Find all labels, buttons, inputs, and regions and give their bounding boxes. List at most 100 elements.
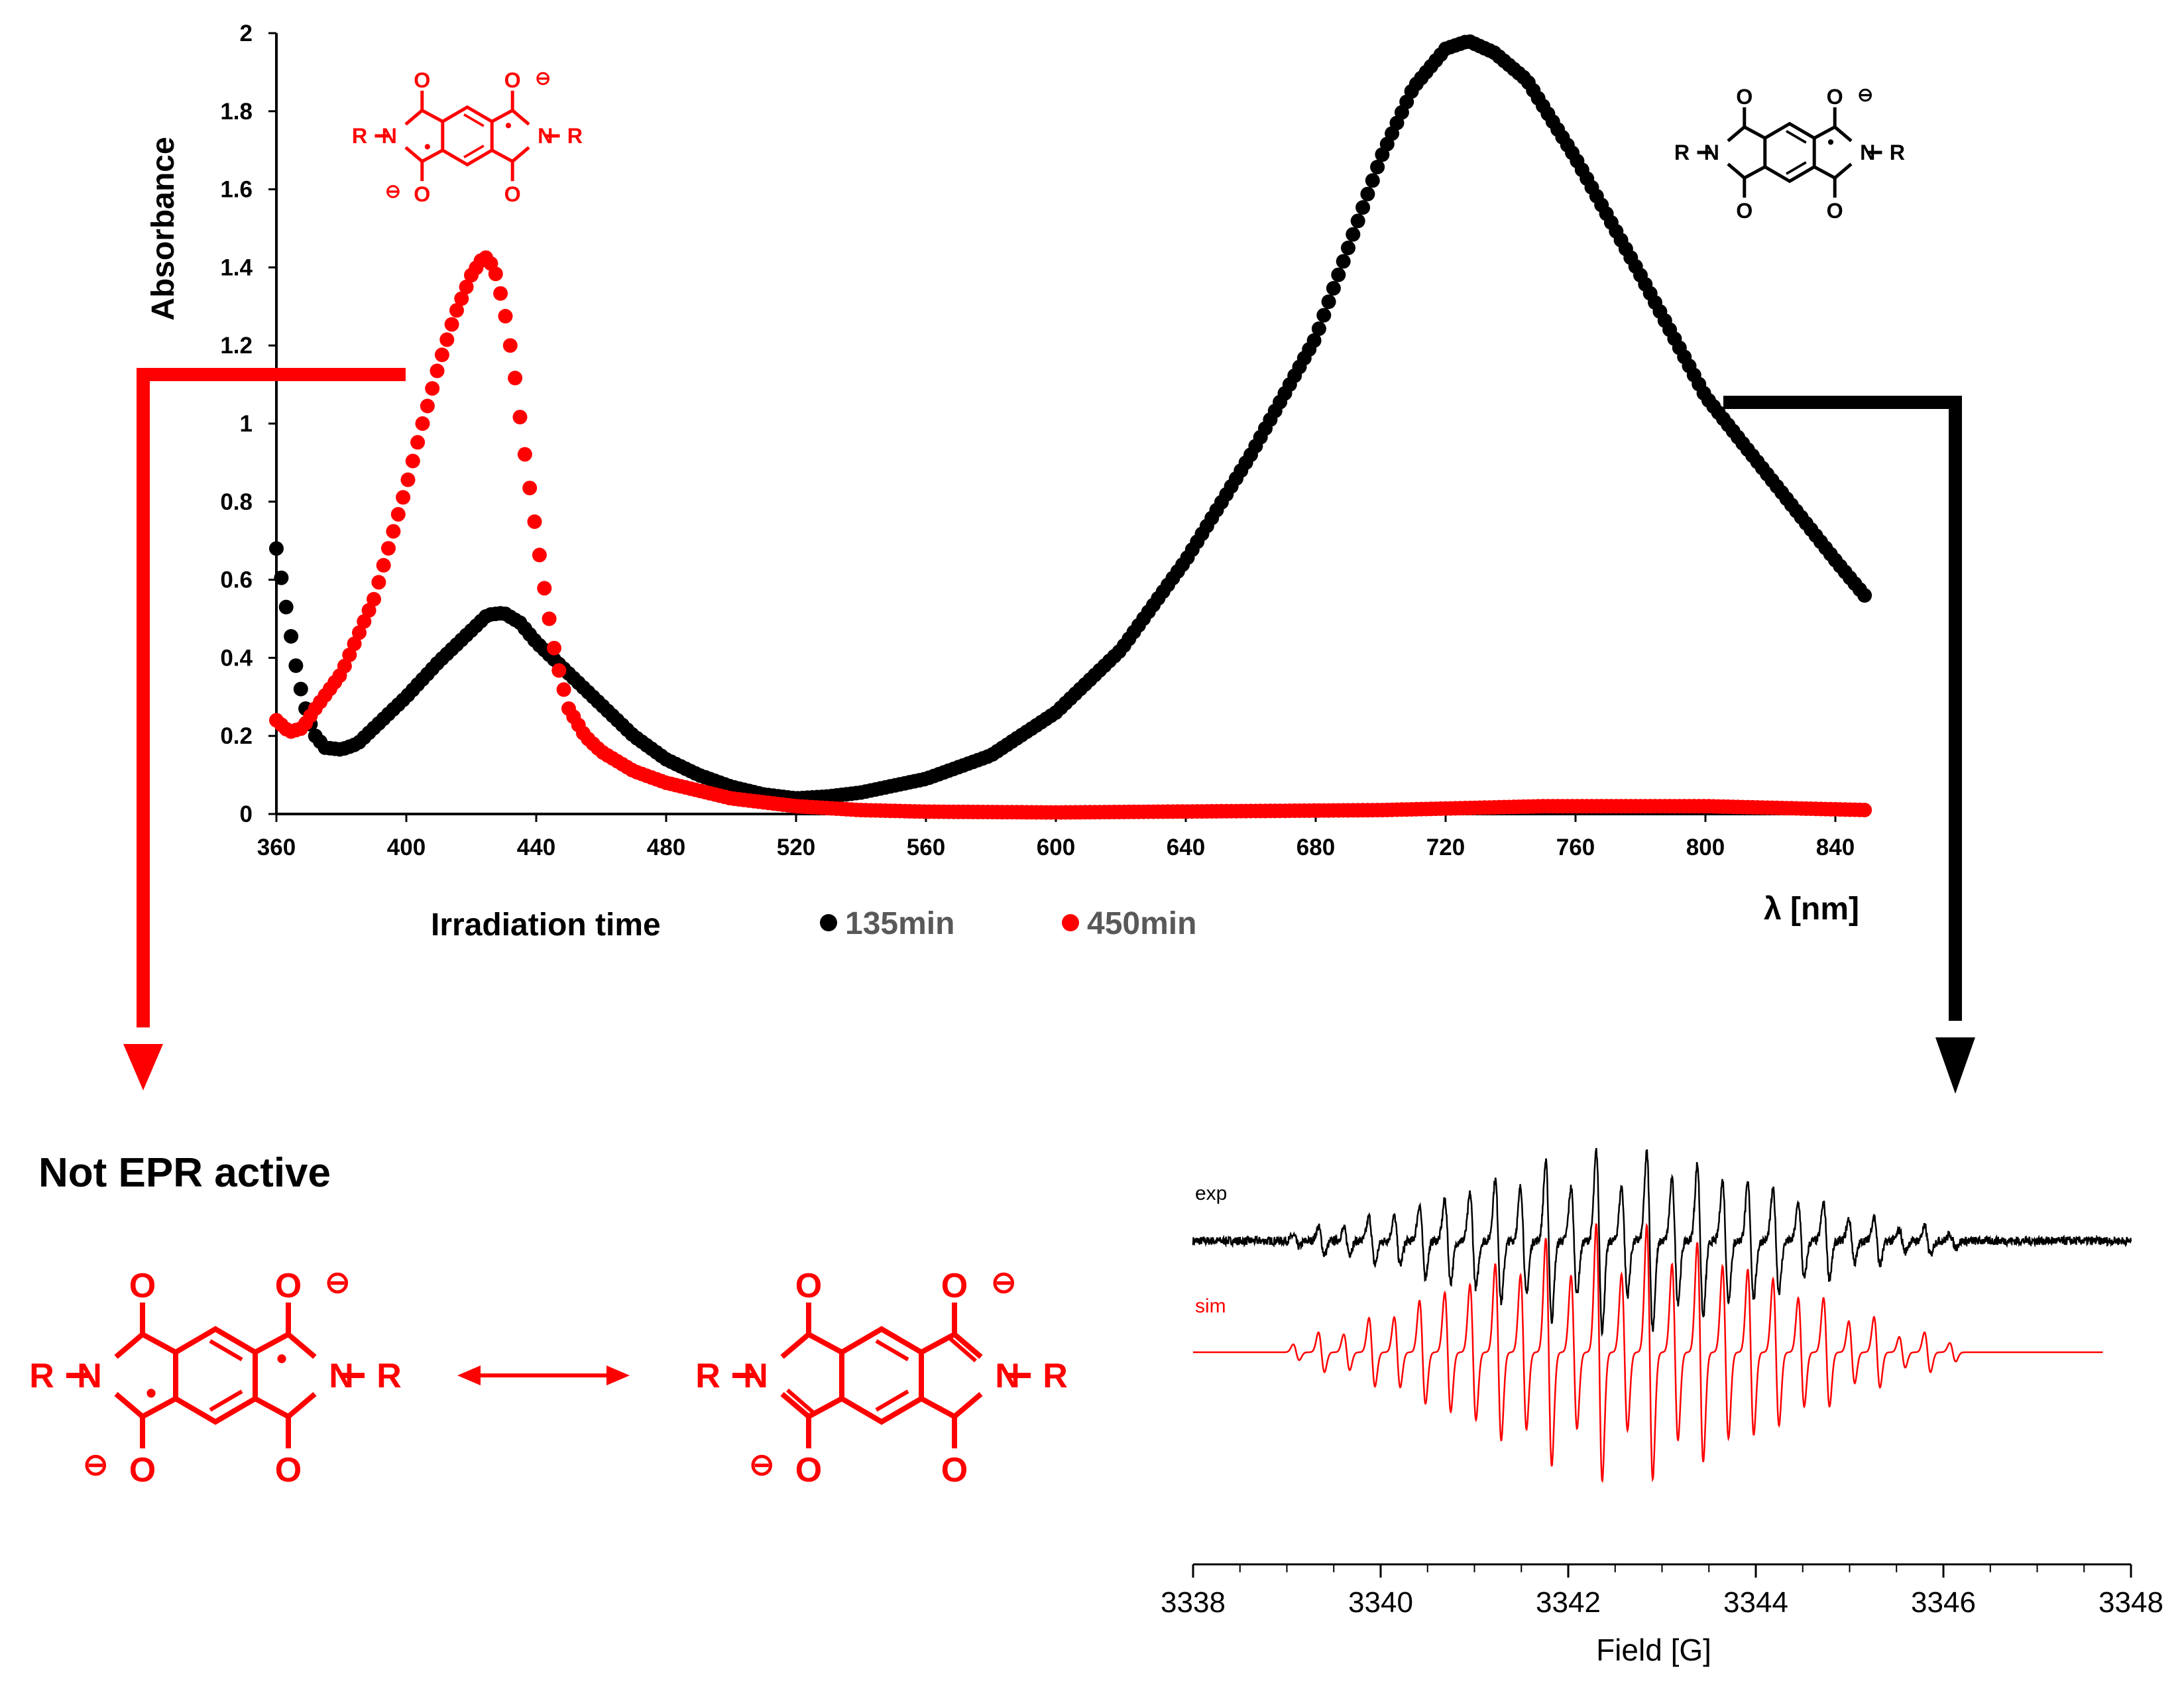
- atom-label: R: [29, 1357, 54, 1395]
- atom-label: R: [1890, 141, 1905, 164]
- x-tick-label: 720: [1426, 835, 1465, 860]
- atom-label: O: [1736, 85, 1753, 109]
- legend-label-450min: 450min: [1087, 906, 1196, 941]
- atom-label: N: [329, 1357, 354, 1395]
- epr-tick-label: 3346: [1911, 1586, 1976, 1619]
- charge-label: ⊖: [385, 181, 401, 202]
- point-450min: [527, 514, 542, 529]
- point-450min: [517, 447, 532, 462]
- series-135min-points: [269, 34, 1872, 806]
- charge-label: ⊖: [1857, 84, 1873, 105]
- point-450min: [361, 603, 376, 618]
- point-450min: [449, 303, 464, 318]
- point-450min: [410, 435, 426, 450]
- point-135min: [1350, 213, 1365, 229]
- point-450min: [498, 309, 513, 323]
- point-450min: [405, 453, 420, 469]
- point-450min: [537, 581, 552, 596]
- y-tick-label: 1.8: [220, 99, 253, 125]
- charge-label: ⊖: [535, 68, 551, 89]
- x-tick-label: 480: [647, 835, 685, 860]
- epr-trace-exp: [1192, 1147, 2132, 1337]
- y-tick-label: 1.6: [220, 177, 253, 203]
- point-135min: [1346, 227, 1361, 242]
- atom-label: N: [1704, 141, 1719, 164]
- atom-label: R: [695, 1357, 720, 1395]
- atom-label: O: [1736, 199, 1753, 223]
- epr-tick-label: 3340: [1348, 1586, 1413, 1619]
- charge-label: ⊖: [325, 1265, 351, 1299]
- resonance-arrow: [457, 1365, 630, 1385]
- atom-label: O: [414, 68, 430, 92]
- point-450min: [367, 592, 381, 607]
- structure-red-diradical-large: N N R R O O O O ⊖ ⊖ • •: [29, 1265, 402, 1489]
- structure-black-radical-anion: N N R R O O O O ⊖ •: [1674, 84, 1905, 223]
- epr-tick-label: 3338: [1161, 1586, 1226, 1619]
- atom-label: O: [795, 1451, 822, 1489]
- point-135min: [1365, 173, 1380, 188]
- x-tick-label: 680: [1296, 835, 1335, 860]
- atom-label: R: [1674, 141, 1690, 164]
- point-135min: [274, 570, 289, 585]
- atom-label: R: [352, 124, 367, 148]
- epr-label-sim: sim: [1195, 1295, 1226, 1317]
- x-tick-label: 800: [1686, 835, 1725, 860]
- y-tick-label: 0.4: [220, 645, 253, 671]
- atom-label: N: [743, 1357, 768, 1395]
- point-450min: [376, 557, 391, 573]
- epr-trace-sim: [1193, 1222, 2103, 1483]
- point-450min: [357, 614, 372, 629]
- atom-label: O: [795, 1267, 822, 1305]
- point-450min: [556, 682, 571, 697]
- point-450min: [454, 291, 469, 306]
- atom-label: O: [1827, 85, 1843, 109]
- charge-label: ⊖: [991, 1265, 1017, 1299]
- point-135min: [1321, 294, 1336, 310]
- point-450min: [400, 472, 416, 487]
- not-epr-active-label: Not EPR active: [38, 1150, 331, 1196]
- atom-label: O: [275, 1267, 302, 1305]
- point-450min: [488, 266, 503, 282]
- point-135min: [1370, 160, 1385, 174]
- point-135min: [1857, 588, 1872, 603]
- radical-dot: •: [146, 1375, 156, 1410]
- radical-dot: •: [505, 115, 512, 137]
- atom-label: O: [504, 68, 521, 92]
- x-tick-label: 640: [1167, 835, 1205, 860]
- epr-tick-label: 3348: [2098, 1586, 2163, 1619]
- point-450min: [493, 286, 508, 301]
- x-tick-label: 760: [1556, 835, 1595, 860]
- point-135min: [293, 681, 308, 697]
- atom-label: O: [941, 1451, 968, 1489]
- x-tick-label: 560: [907, 835, 945, 860]
- atom-label: R: [376, 1357, 402, 1395]
- absorbance-chart: 0 0.2 0.4 0.6 0.8 1 1.2 1.4 1.6 1.8 2 360 400 440 480…: [146, 21, 1872, 943]
- atom-label: O: [504, 182, 521, 206]
- black-connector-arrow: [1723, 396, 1975, 1094]
- absorbance-y-ticks: 0 0.2 0.4 0.6 0.8 1 1.2 1.4 1.6 1.8 2: [220, 21, 276, 827]
- point-450min: [434, 347, 449, 363]
- point-135min: [284, 629, 299, 644]
- point-450min: [444, 317, 459, 332]
- point-450min: [502, 338, 518, 353]
- y-tick-label: 2: [240, 21, 253, 46]
- point-450min: [342, 648, 357, 662]
- point-450min: [532, 548, 547, 563]
- radical-dot: •: [276, 1341, 287, 1375]
- point-450min: [439, 332, 455, 347]
- point-450min: [415, 416, 430, 431]
- y-tick-label: 1.4: [220, 255, 253, 280]
- absorbance-y-label: Absorbance: [146, 137, 181, 320]
- epr-tick-label: 3344: [1723, 1586, 1788, 1619]
- point-135min: [269, 541, 284, 556]
- series-450min-points: [269, 250, 1872, 820]
- chart-legend: Irradiation time 135min 450min: [431, 906, 1196, 943]
- atom-label: O: [1827, 199, 1843, 223]
- epr-spectrum: 3338 3340 3342 3344 3346 3348 Field [G] exp s…: [1161, 1147, 2163, 1667]
- point-135min: [1355, 200, 1371, 215]
- y-tick-label: 1: [240, 411, 253, 437]
- epr-x-label: Field [G]: [1596, 1633, 1711, 1667]
- charge-label: ⊖: [83, 1447, 109, 1482]
- legend-marker-135min: [820, 914, 837, 931]
